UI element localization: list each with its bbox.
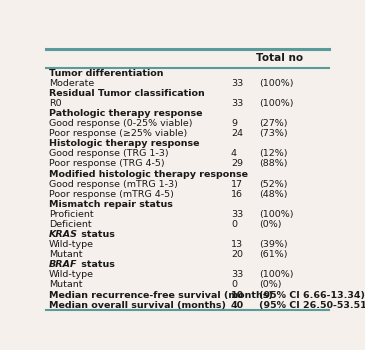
Text: Good response (0-25% viable): Good response (0-25% viable) (49, 119, 192, 128)
Text: 29: 29 (231, 160, 243, 168)
Text: Mutant: Mutant (49, 250, 82, 259)
Text: 0: 0 (231, 280, 237, 289)
Text: 33: 33 (231, 99, 243, 108)
Text: Poor response (TRG 4-5): Poor response (TRG 4-5) (49, 160, 165, 168)
Text: 17: 17 (231, 180, 243, 189)
Text: (95% CI 6.66-13.34): (95% CI 6.66-13.34) (259, 290, 365, 300)
Text: Poor response (≥25% viable): Poor response (≥25% viable) (49, 129, 187, 138)
Text: status: status (77, 260, 114, 269)
Text: Proficient: Proficient (49, 210, 94, 219)
Text: (88%): (88%) (259, 160, 288, 168)
Text: R0: R0 (49, 99, 62, 108)
Text: (39%): (39%) (259, 240, 288, 249)
Text: (52%): (52%) (259, 180, 288, 189)
Text: (73%): (73%) (259, 129, 288, 138)
Text: 33: 33 (231, 270, 243, 279)
Text: Residual Tumor classification: Residual Tumor classification (49, 89, 205, 98)
Text: (95% CI 26.50-53.51): (95% CI 26.50-53.51) (259, 301, 365, 310)
Text: Modified histologic therapy response: Modified histologic therapy response (49, 169, 248, 178)
Text: 33: 33 (231, 79, 243, 88)
Text: Good response (mTRG 1-3): Good response (mTRG 1-3) (49, 180, 178, 189)
Text: (100%): (100%) (259, 79, 294, 88)
Text: Poor response (mTRG 4-5): Poor response (mTRG 4-5) (49, 190, 174, 199)
Text: Pathologic therapy response: Pathologic therapy response (49, 109, 203, 118)
Text: Moderate: Moderate (49, 79, 94, 88)
Text: Median recurrence-free survival (months): Median recurrence-free survival (months) (49, 290, 273, 300)
Text: 9: 9 (231, 119, 237, 128)
Text: 16: 16 (231, 190, 243, 199)
Text: Wild-type: Wild-type (49, 270, 94, 279)
Text: 4: 4 (231, 149, 237, 158)
Text: (100%): (100%) (259, 99, 294, 108)
Text: BRAF: BRAF (49, 260, 77, 269)
Text: status: status (78, 230, 115, 239)
Text: Mismatch repair status: Mismatch repair status (49, 200, 173, 209)
Text: Histologic therapy response: Histologic therapy response (49, 139, 200, 148)
Text: Wild-type: Wild-type (49, 240, 94, 249)
Text: (0%): (0%) (259, 220, 282, 229)
Text: 20: 20 (231, 250, 243, 259)
Text: Mutant: Mutant (49, 280, 82, 289)
Text: (100%): (100%) (259, 210, 294, 219)
Text: 33: 33 (231, 210, 243, 219)
Text: (61%): (61%) (259, 250, 288, 259)
Text: (12%): (12%) (259, 149, 288, 158)
Text: (48%): (48%) (259, 190, 288, 199)
Text: 13: 13 (231, 240, 243, 249)
Text: KRAS: KRAS (49, 230, 78, 239)
Text: (0%): (0%) (259, 280, 282, 289)
Text: 24: 24 (231, 129, 243, 138)
Text: Total no: Total no (256, 54, 303, 63)
Text: 10: 10 (231, 290, 244, 300)
Text: Tumor differentiation: Tumor differentiation (49, 69, 164, 78)
Text: 0: 0 (231, 220, 237, 229)
Text: Good response (TRG 1-3): Good response (TRG 1-3) (49, 149, 169, 158)
Text: Median overall survival (months): Median overall survival (months) (49, 301, 226, 310)
Text: (27%): (27%) (259, 119, 288, 128)
Text: 40: 40 (231, 301, 244, 310)
Text: Deficient: Deficient (49, 220, 92, 229)
Text: (100%): (100%) (259, 270, 294, 279)
